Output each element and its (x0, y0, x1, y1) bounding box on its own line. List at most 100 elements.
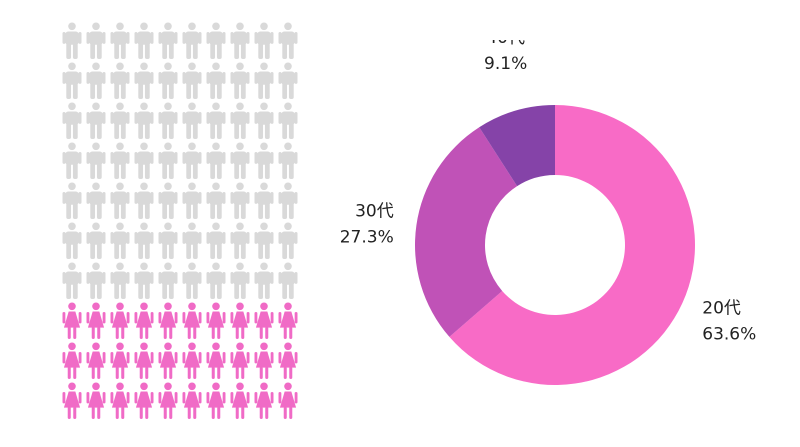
person-icon (158, 222, 178, 260)
person-icon (110, 182, 130, 220)
person-icon (86, 102, 106, 140)
person-icon (278, 222, 298, 260)
person-icon (158, 62, 178, 100)
person-icon (86, 222, 106, 260)
woman-icon (254, 342, 274, 380)
person-icon (134, 182, 154, 220)
woman-icon (62, 302, 82, 340)
pictogram-chart (62, 22, 298, 420)
woman-icon (110, 382, 130, 420)
woman-icon (158, 382, 178, 420)
person-icon (230, 102, 250, 140)
person-icon (254, 222, 274, 260)
woman-icon (254, 302, 274, 340)
person-icon (158, 182, 178, 220)
woman-icon (278, 342, 298, 380)
person-icon (110, 102, 130, 140)
woman-icon (110, 342, 130, 380)
person-icon (254, 142, 274, 180)
person-icon (110, 222, 130, 260)
person-icon (182, 62, 202, 100)
donut-chart: 20代 63.6% 30代 27.3% 40代 9.1% (340, 40, 756, 385)
person-icon (206, 142, 226, 180)
person-icon (230, 222, 250, 260)
person-icon (62, 222, 82, 260)
woman-icon (182, 302, 202, 340)
person-icon (134, 262, 154, 300)
woman-icon (158, 342, 178, 380)
woman-icon (230, 302, 250, 340)
person-icon (182, 182, 202, 220)
woman-icon (206, 342, 226, 380)
person-icon (182, 22, 202, 60)
person-icon (182, 142, 202, 180)
person-icon (206, 182, 226, 220)
slice-value-label: 27.3% (340, 227, 394, 247)
person-icon (86, 22, 106, 60)
person-icon (158, 142, 178, 180)
person-icon (86, 262, 106, 300)
person-icon (278, 62, 298, 100)
woman-icon (134, 302, 154, 340)
woman-icon (230, 382, 250, 420)
slice-label: 40代 (486, 40, 525, 48)
person-icon (110, 62, 130, 100)
person-icon (62, 102, 82, 140)
person-icon (182, 102, 202, 140)
person-icon (206, 262, 226, 300)
woman-icon (110, 302, 130, 340)
person-icon (230, 142, 250, 180)
person-icon (86, 62, 106, 100)
woman-icon (134, 342, 154, 380)
donut-slice (479, 105, 555, 187)
woman-icon (158, 302, 178, 340)
person-icon (86, 182, 106, 220)
woman-icon (86, 342, 106, 380)
person-icon (278, 182, 298, 220)
woman-icon (254, 382, 274, 420)
person-icon (158, 22, 178, 60)
person-icon (134, 62, 154, 100)
woman-icon (278, 302, 298, 340)
person-icon (158, 102, 178, 140)
person-icon (86, 142, 106, 180)
person-icon (134, 102, 154, 140)
person-icon (182, 262, 202, 300)
person-icon (230, 182, 250, 220)
woman-icon (182, 342, 202, 380)
person-icon (62, 142, 82, 180)
person-icon (278, 102, 298, 140)
slice-label: 30代 (355, 201, 394, 221)
woman-icon (134, 382, 154, 420)
woman-icon (206, 382, 226, 420)
person-icon (62, 62, 82, 100)
woman-icon (62, 382, 82, 420)
person-icon (62, 22, 82, 60)
slice-label: 20代 (702, 299, 741, 319)
person-icon (206, 222, 226, 260)
woman-icon (86, 382, 106, 420)
woman-icon (206, 302, 226, 340)
person-icon (206, 22, 226, 60)
person-icon (182, 222, 202, 260)
woman-icon (230, 342, 250, 380)
woman-icon (86, 302, 106, 340)
person-icon (110, 22, 130, 60)
person-icon (278, 142, 298, 180)
person-icon (254, 102, 274, 140)
person-icon (158, 262, 178, 300)
woman-icon (182, 382, 202, 420)
person-icon (206, 62, 226, 100)
person-icon (230, 22, 250, 60)
person-icon (278, 22, 298, 60)
person-icon (230, 62, 250, 100)
person-icon (62, 262, 82, 300)
donut-slice (415, 127, 518, 337)
person-icon (206, 102, 226, 140)
person-icon (134, 222, 154, 260)
person-icon (62, 182, 82, 220)
person-icon (278, 262, 298, 300)
person-icon (134, 142, 154, 180)
slice-value-label: 9.1% (484, 54, 527, 74)
person-icon (254, 262, 274, 300)
